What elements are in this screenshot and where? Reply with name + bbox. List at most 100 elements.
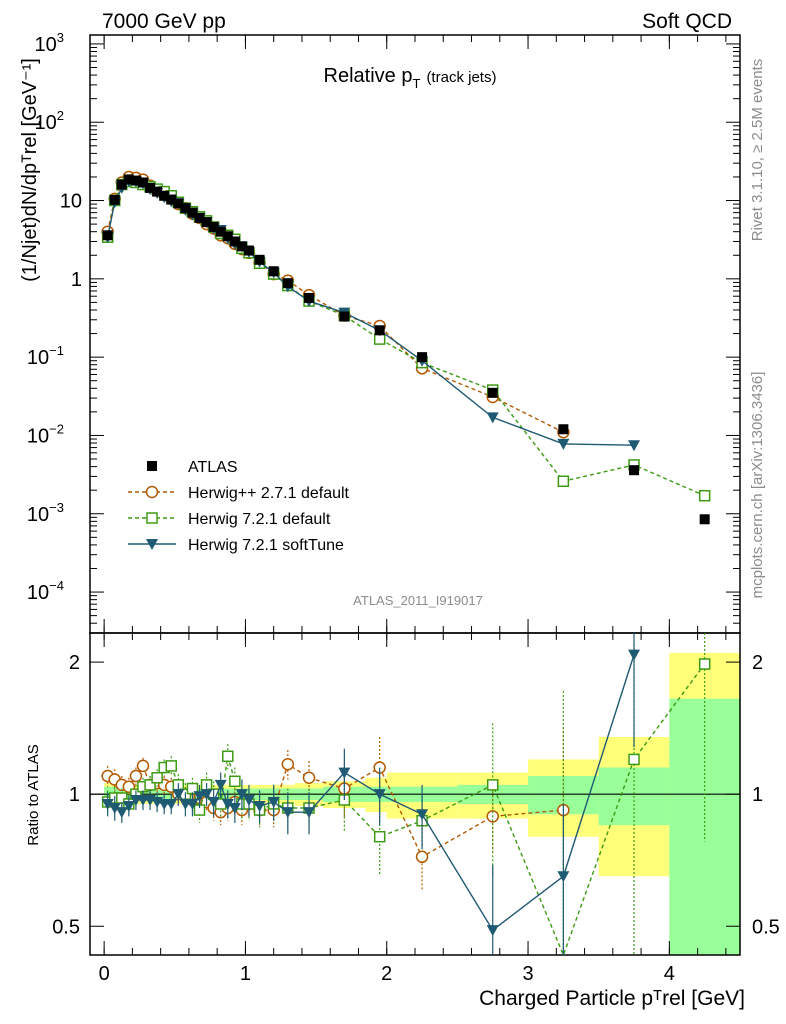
ratio-point [373,789,386,801]
ratio-point [235,789,248,801]
x-tick-label: 1 [240,963,251,985]
data-point [137,177,148,188]
legend-label: ATLAS [188,459,238,476]
ratio-series-herwig-7-2-1-softtune [101,633,641,955]
series-herwig-7-2-1-default [101,175,711,502]
ratio-point [165,760,177,772]
x-tick-label: 0 [99,963,110,985]
ratio-point [122,800,135,812]
ratio-point [302,771,316,785]
data-point [102,230,113,241]
ratio-point [253,800,266,812]
ratio-point [338,767,351,779]
series-atlas [102,174,710,525]
legend-label: Herwig++ 2.7.1 default [188,485,350,502]
ratio-point [628,753,640,766]
ratio-point [165,798,178,810]
x-tick-label: 2 [381,963,392,985]
ratio-point [486,779,499,791]
ratio-point [229,775,241,788]
ratio-point [186,798,199,810]
data-point [304,292,315,303]
ratio-y-tick-label: 0.5 [752,916,780,938]
data-point [254,254,265,265]
y-tick-label: 1 [71,269,82,291]
legend-marker [145,485,159,499]
header-left: 7000 GeV pp [102,10,226,33]
ratio-point [628,649,641,661]
data-point [698,489,711,502]
data-point [215,226,226,237]
series-line [106,180,635,446]
y-tick-label: 10−2 [27,421,64,447]
data-point [208,221,219,232]
main-title: Relative pT (track jets) [324,65,497,91]
ratio-point [242,794,255,806]
data-point [558,424,569,435]
data-point [236,241,247,252]
ratio-point [281,758,295,771]
ratio-y-tick-label: 2 [752,652,763,674]
ratio-point [193,791,206,803]
data-point [374,325,385,336]
mcplots-label: mcplots.cern.ch [arXiv:1306.3436] [749,372,766,599]
ratio-point [486,925,499,937]
ratio-point [172,789,185,801]
data-point [116,179,127,190]
ratio-point [129,769,143,783]
series-line [106,180,705,497]
data-point [486,412,499,424]
data-point [282,278,293,289]
data-point [201,217,212,228]
x-tick-label: 3 [522,963,533,985]
data-point [268,266,279,277]
data-point [628,440,641,452]
data-point [152,186,163,197]
legend: ATLAS Herwig++ 2.7.1 default Herwig 7.2.1 … [128,459,350,554]
data-point [123,174,134,185]
data-point [187,207,198,218]
header-right: Soft QCD [642,10,732,33]
watermark: ATLAS_2011_I919017 [353,593,483,608]
ratio-ylabel: Ratio to ATLAS [25,744,42,845]
ratio-y-tick-label: 0.5 [52,916,80,938]
data-point [243,245,254,256]
data-point [557,475,570,488]
ratio-point [557,871,570,883]
data-point [159,190,170,201]
ratio-point [214,779,227,791]
ratio-point [416,809,429,821]
data-point [173,198,184,209]
ratio-point [415,850,429,864]
y-tick-label: 102 [35,108,64,134]
data-point [487,387,498,398]
rivet-label: Rivet 3.1.10, ≥ 2.5M events [749,59,766,242]
data-point [194,212,205,223]
data-point [339,311,350,322]
y-tick-label: 103 [35,30,64,56]
legend-label: Herwig 7.2.1 softTune [188,537,344,554]
ratio-point [151,772,163,784]
data-point [180,203,191,214]
ratio-point [136,759,150,773]
data-point [557,438,570,450]
legend-marker [146,539,158,550]
ratio-point [222,750,234,763]
ratio-point [281,807,294,819]
data-point [699,514,710,525]
data-point [109,194,120,205]
ratio-point [698,658,711,670]
x-axis-label: Charged Particle pᵀrel [GeV] [479,987,745,1010]
ratio-panel: 0 1 2 3 4 0.5 0.5 1 1 2 2 [52,632,780,985]
ratio-point [144,779,156,791]
ratio-y-tick-label: 1 [69,784,80,806]
legend-marker [146,512,158,524]
y-tick-label: 10−1 [27,343,64,369]
legend-label: Herwig 7.2.1 default [188,511,331,528]
data-point [166,194,177,205]
ratio-point [303,807,316,819]
x-tick-label: 4 [664,963,675,985]
data-point [130,175,141,186]
